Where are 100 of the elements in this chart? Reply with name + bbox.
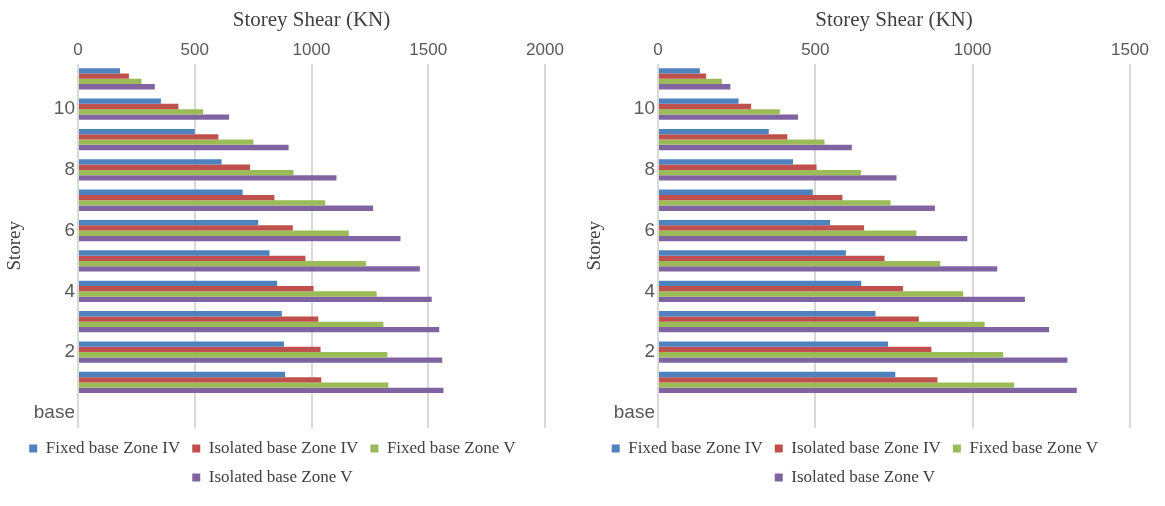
bar bbox=[79, 109, 204, 115]
bar bbox=[79, 296, 432, 302]
bar bbox=[79, 134, 219, 140]
bar bbox=[659, 225, 865, 231]
bar bbox=[659, 280, 862, 287]
x-axis-title: Storey Shear (KN) bbox=[815, 7, 973, 32]
bar bbox=[79, 139, 254, 145]
bar bbox=[659, 230, 917, 236]
bar bbox=[659, 159, 793, 165]
bar bbox=[659, 139, 825, 145]
bar bbox=[79, 164, 251, 170]
y-tick-label: 2 bbox=[64, 340, 75, 362]
bar bbox=[79, 98, 161, 104]
bar bbox=[79, 346, 321, 353]
bar bbox=[659, 103, 752, 110]
y-tick-label: 8 bbox=[644, 158, 655, 180]
bar bbox=[79, 114, 230, 120]
bar bbox=[659, 73, 707, 79]
y-tick-label: base bbox=[33, 401, 75, 423]
bar bbox=[79, 327, 440, 333]
bar bbox=[659, 175, 897, 181]
legend-label: Isolated base Zone IV bbox=[791, 437, 942, 457]
bar bbox=[79, 189, 243, 195]
y-axis-title: Storey bbox=[583, 220, 605, 271]
y-tick-label: 6 bbox=[64, 218, 75, 240]
y-tick-label: 4 bbox=[64, 279, 76, 301]
x-tick-label: 500 bbox=[180, 40, 209, 60]
bar bbox=[659, 382, 1015, 388]
bar bbox=[79, 128, 195, 135]
y-axis-title: Storey bbox=[3, 220, 25, 271]
bar bbox=[79, 103, 179, 110]
bar bbox=[659, 144, 852, 151]
bar bbox=[659, 189, 813, 195]
bar bbox=[79, 291, 377, 297]
legend-label: Isolated base Zone V bbox=[208, 466, 354, 486]
x-tick-label: 1500 bbox=[1111, 40, 1149, 60]
bar bbox=[659, 205, 935, 211]
bar bbox=[659, 194, 843, 201]
x-tick-label: 0 bbox=[73, 40, 83, 60]
bar bbox=[79, 175, 337, 181]
legend-label: Isolated base Zone V bbox=[791, 466, 936, 486]
x-tick-label: 2000 bbox=[526, 40, 564, 60]
bar bbox=[79, 352, 388, 358]
legend-label: Fixed base Zone V bbox=[386, 437, 517, 457]
bar bbox=[79, 371, 286, 378]
bar bbox=[659, 200, 891, 206]
legend-label: Fixed base Zone IV bbox=[628, 437, 764, 457]
bar bbox=[659, 114, 799, 120]
bar bbox=[659, 78, 722, 85]
y-tick-label: base bbox=[613, 401, 655, 423]
bar bbox=[79, 357, 443, 363]
bar bbox=[79, 280, 278, 287]
bar bbox=[79, 382, 389, 388]
bar bbox=[659, 235, 968, 242]
bar bbox=[659, 327, 1050, 333]
bar bbox=[79, 169, 294, 176]
bar bbox=[659, 169, 861, 176]
bar bbox=[79, 194, 275, 201]
y-tick-label: 2 bbox=[644, 340, 655, 362]
x-tick-label: 500 bbox=[801, 40, 830, 60]
bar bbox=[659, 346, 932, 353]
bar bbox=[79, 235, 401, 242]
bar bbox=[79, 200, 326, 206]
bar bbox=[79, 73, 129, 79]
bar bbox=[79, 68, 121, 74]
bar bbox=[79, 84, 155, 90]
bar bbox=[79, 341, 284, 347]
bar bbox=[659, 357, 1068, 363]
bar bbox=[79, 266, 420, 272]
x-axis-title: Storey Shear (KN) bbox=[232, 7, 391, 32]
bar bbox=[79, 205, 374, 211]
y-tick-label: 4 bbox=[644, 279, 656, 301]
bar bbox=[659, 266, 998, 272]
bar bbox=[659, 291, 964, 297]
bar bbox=[79, 260, 366, 267]
bar bbox=[659, 250, 846, 256]
bar bbox=[659, 134, 788, 140]
bar bbox=[659, 377, 938, 383]
bar bbox=[659, 316, 919, 322]
bar bbox=[79, 250, 270, 256]
bar bbox=[659, 98, 739, 104]
legend-label: Fixed base Zone V bbox=[969, 437, 1099, 457]
bar bbox=[659, 84, 731, 90]
bar bbox=[659, 311, 876, 317]
bar bbox=[659, 68, 700, 74]
y-tick-label: 6 bbox=[644, 218, 655, 240]
bar bbox=[659, 128, 769, 135]
x-tick-label: 1000 bbox=[953, 40, 992, 60]
bar bbox=[79, 286, 314, 292]
legend-label: Isolated base Zone IV bbox=[208, 437, 360, 457]
bar bbox=[79, 159, 222, 165]
bar bbox=[79, 316, 319, 322]
bar bbox=[79, 230, 349, 236]
bar bbox=[659, 260, 941, 267]
bar bbox=[659, 371, 896, 378]
bar bbox=[79, 311, 282, 317]
bar bbox=[79, 144, 289, 151]
bar bbox=[659, 296, 1025, 302]
bar bbox=[79, 78, 142, 85]
bar bbox=[79, 377, 322, 383]
